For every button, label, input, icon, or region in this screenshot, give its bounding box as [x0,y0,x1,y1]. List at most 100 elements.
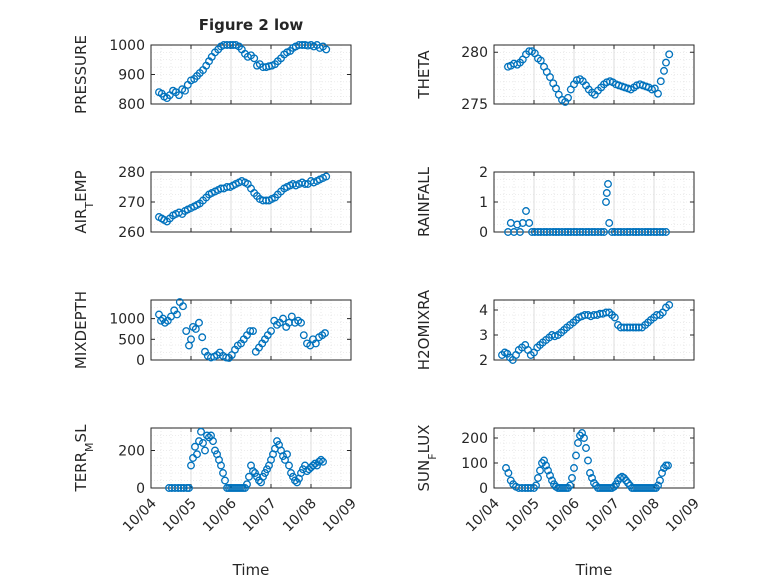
data-point [315,457,323,466]
data-point [267,327,275,335]
x-tick-label: 10/06 [543,495,583,535]
data-point [610,313,619,322]
data-point [195,437,203,446]
data-point [546,73,554,82]
subplot-pressure: 800 900 1000 PRESSURE [72,35,352,114]
data-point [179,484,188,492]
data-point [198,333,207,342]
subplot-rainfall: 0 1 2 RAINFALL [415,165,695,241]
data-point [298,41,307,49]
data-point [243,480,251,489]
data-point [656,77,665,86]
data-point [191,325,200,333]
data-point [321,329,329,338]
data-point [574,439,582,447]
data-point [665,50,674,59]
data-point [203,431,211,440]
axes-box [150,427,352,489]
data-point [226,41,235,49]
y-tick-label: 1000 [109,312,145,328]
data-point [182,327,191,335]
data-point [597,228,606,236]
y-tick-label: 0 [479,225,488,241]
x-tick-label: 10/07 [583,496,623,536]
data-point [629,228,638,236]
data-point [287,469,295,477]
data-point [250,54,259,63]
data-point [241,484,249,492]
data-point [279,452,287,461]
x-tick-label: 10/08 [280,496,320,536]
x-tick-label: 10/04 [463,495,503,535]
y-tick-label: 260 [118,225,145,241]
data-point [322,45,331,54]
data-point [656,476,664,485]
y-tick-label: 200 [461,431,488,447]
data-point [578,429,586,437]
data-point [536,466,544,475]
data-point [311,459,319,468]
data-point [185,484,193,492]
y-tick-label: 275 [461,97,488,113]
data-point [245,472,253,481]
axes-box [493,299,695,361]
data-point [246,327,255,335]
y-tick-label: 0 [136,353,145,369]
data-point [516,228,524,236]
subplot-mixdepth: 0 500 1000 MIXDEPTH [72,291,352,369]
x-tick-label: 10/05 [160,496,200,536]
x-tick-label: 10/04 [120,495,160,535]
data-point [568,474,576,482]
y-tick-label: 100 [461,456,488,472]
data-point [249,467,257,476]
figure-title: Figure 2 low [199,16,304,34]
x-tick-label: 10/05 [503,496,543,536]
data-point [506,219,515,227]
x-tick-label: 10/07 [240,496,280,536]
y-axis-label: THETA [415,50,433,100]
y-tick-label: 0 [136,481,145,497]
data-point [217,461,225,470]
y-tick-label: 200 [118,444,145,460]
y-tick-label: 900 [118,68,145,84]
data-point [572,451,580,460]
data-point [262,196,271,205]
data-point [552,84,560,93]
data-point [660,66,668,75]
data-point [641,228,650,236]
data-point [588,474,596,482]
data-point [604,180,612,188]
data-point [634,323,643,332]
data-point [662,58,670,67]
data-point [287,312,296,321]
data-point [313,461,321,470]
data-point [291,476,299,485]
subplot-theta: 275 280 THETA [415,44,695,113]
data-point [522,207,530,215]
data-point [662,228,670,236]
data-point [199,439,207,447]
data-point [279,314,287,323]
data-point [251,469,259,477]
data-point [525,219,534,227]
data-point [605,219,614,227]
data-point [513,220,522,229]
subplot-sun-flux: 0 100 200 10/04 10/05 10/06 10/07 10/08 10/09 SUN… [415,425,703,536]
y-axis-label: PRESSURE [72,35,90,114]
axes-box [150,299,352,361]
data-point [536,56,545,65]
data-point [187,335,195,344]
y-tick-label: 3 [479,328,488,344]
data-point [179,302,187,311]
data-point [311,339,320,348]
data-point [249,327,257,335]
data-point [197,427,205,436]
data-point [602,198,610,206]
data-point [299,331,308,340]
y-tick-label: 4 [479,303,488,319]
subplot-h2omixra: 2 3 4 H2OMIXRA [415,289,695,370]
data-point [540,456,548,465]
data-point [580,434,588,442]
